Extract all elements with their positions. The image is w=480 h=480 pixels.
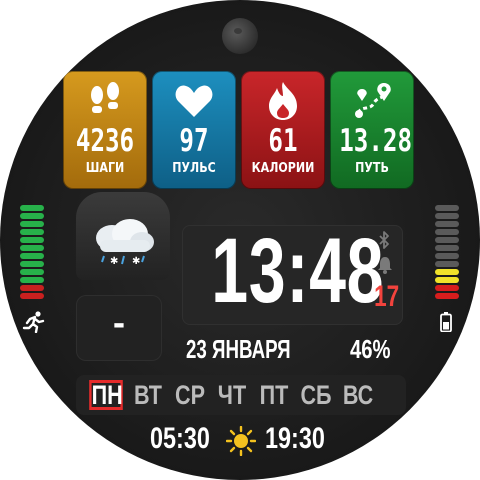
- clock-panel: 13:48 17: [182, 220, 403, 325]
- gauge-segment: [435, 277, 459, 283]
- distance-value: 13.28: [339, 123, 413, 159]
- battery-gauge: [435, 205, 459, 301]
- date-label: 23 ЯНВАРЯ: [186, 334, 291, 364]
- gauge-segment: [435, 261, 459, 267]
- running-icon: [22, 311, 46, 337]
- distance-tile[interactable]: 13.28 ПУТЬ: [330, 71, 414, 189]
- temperature-value: -: [112, 307, 126, 342]
- steps-label: ШАГИ: [85, 161, 125, 176]
- footprints-icon: [63, 79, 147, 123]
- cloudy-snow-rain-icon: ✱ ✱: [90, 214, 156, 270]
- flame-icon: [241, 79, 325, 123]
- gauge-segment: [435, 237, 459, 243]
- weather-widget[interactable]: ✱ ✱: [76, 192, 170, 280]
- pulse-tile[interactable]: 97 ПУЛЬС: [152, 71, 236, 189]
- gauge-segment: [435, 253, 459, 259]
- weekday-wed: СР: [174, 380, 205, 410]
- gauge-segment: [435, 229, 459, 235]
- route-icon: [330, 79, 414, 123]
- weekday-fri: ПТ: [259, 380, 289, 410]
- weekday-tue: ВТ: [134, 380, 162, 410]
- weekday-sun: ВС: [342, 380, 374, 410]
- gauge-segment: [20, 293, 44, 299]
- gauge-segment: [20, 285, 44, 291]
- gauge-segment: [20, 245, 44, 251]
- heart-icon: [152, 79, 236, 123]
- gauge-segment: [20, 229, 44, 235]
- bluetooth-icon: [378, 231, 390, 253]
- calories-tile[interactable]: 61 КАЛОРИИ: [241, 71, 325, 189]
- steps-value: 4236: [75, 123, 135, 159]
- svg-text:✱: ✱: [132, 256, 140, 266]
- gauge-segment: [435, 213, 459, 219]
- sun-icon: [225, 425, 257, 460]
- gauge-segment: [435, 245, 459, 251]
- clock-time: 13:48: [211, 220, 385, 322]
- gauge-segment: [20, 269, 44, 275]
- temperature-box[interactable]: -: [76, 295, 162, 361]
- gauge-segment: [435, 269, 459, 275]
- pulse-value: 97: [179, 123, 209, 159]
- pulse-label: ПУЛЬС: [172, 161, 216, 176]
- gauge-segment: [20, 253, 44, 259]
- clock-seconds: 17: [374, 280, 400, 313]
- bell-icon: [377, 256, 393, 278]
- weekday-sat: СБ: [300, 380, 332, 410]
- activity-gauge: [20, 205, 44, 301]
- weekday-mon: ПН: [89, 380, 123, 410]
- sunset-time: 19:30: [265, 422, 325, 455]
- gauge-segment: [435, 205, 459, 211]
- weekday-bar: ПН ВТ СР ЧТ ПТ СБ ВС: [76, 375, 406, 415]
- gauge-segment: [435, 221, 459, 227]
- gauge-segment: [20, 205, 44, 211]
- calories-label: КАЛОРИИ: [251, 161, 315, 176]
- svg-text:✱: ✱: [110, 256, 118, 266]
- steps-tile[interactable]: 4236 ШАГИ: [63, 71, 147, 189]
- weekday-thu: ЧТ: [217, 380, 247, 410]
- gauge-segment: [20, 277, 44, 283]
- moon-phase-icon: [222, 18, 258, 54]
- gauge-segment: [20, 237, 44, 243]
- gauge-segment: [435, 293, 459, 299]
- weekday-list: ПН ВТ СР ЧТ ПТ СБ ВС: [85, 380, 379, 410]
- distance-label: ПУТЬ: [355, 161, 389, 176]
- battery-icon: [440, 312, 452, 336]
- calories-value: 61: [268, 123, 298, 159]
- gauge-segment: [435, 285, 459, 291]
- sunrise-time: 05:30: [150, 422, 210, 455]
- battery-percent: 46%: [350, 334, 391, 364]
- gauge-segment: [20, 213, 44, 219]
- gauge-segment: [20, 261, 44, 267]
- gauge-segment: [20, 221, 44, 227]
